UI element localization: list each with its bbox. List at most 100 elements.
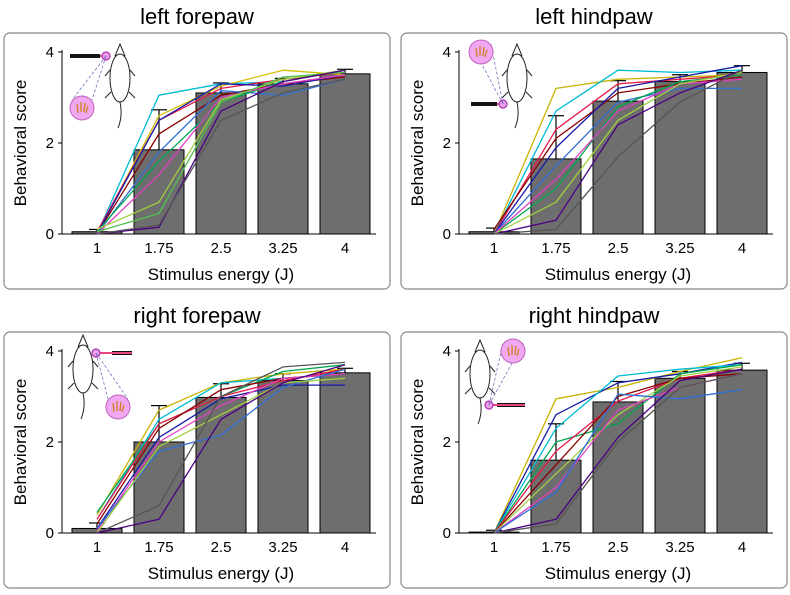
series-line	[96, 364, 346, 534]
y-tick-label: 4	[46, 44, 54, 61]
mouse-head	[474, 338, 486, 353]
x-tick-label: 1	[490, 539, 498, 556]
series-line	[493, 361, 743, 534]
mouse-body-icon	[104, 42, 136, 129]
x-axis-label: Stimulus energy (J)	[545, 265, 691, 284]
chart-panel: right hindpaw 0 2 4 1 1.75 2.5 3.25 4 Stimulus en…	[400, 303, 788, 589]
x-tick-label: 1.75	[144, 240, 173, 257]
x-tick-label: 2.5	[608, 240, 629, 257]
mouse-leg	[464, 365, 471, 373]
x-tick-label: 4	[341, 240, 349, 257]
mouse-leg	[501, 91, 509, 99]
paw-icon	[507, 345, 520, 357]
panel-title: right forepaw	[133, 303, 260, 328]
mouse-leg	[67, 360, 74, 368]
series-line	[96, 76, 346, 235]
panel-title: left forepaw	[140, 4, 254, 29]
x-tick-label: 3.25	[665, 539, 694, 556]
mouse-tail	[80, 392, 85, 420]
mouse-leg	[104, 69, 111, 77]
x-tick-label: 1.75	[144, 539, 173, 556]
series-line	[493, 364, 743, 534]
chart-panel: left forepaw 0 2 4 1 1.75 2.5 3.25 4 Stimulus ene…	[3, 4, 391, 290]
series-line	[493, 357, 743, 534]
series-line	[96, 377, 346, 534]
mouse-head	[511, 42, 523, 57]
y-axis-label: Behavioral score	[408, 80, 427, 207]
y-tick-label: 2	[443, 135, 451, 152]
mouse-schematic	[464, 338, 526, 425]
x-tick-label: 3.25	[268, 240, 297, 257]
bar	[133, 441, 185, 534]
mouse-leg	[526, 69, 533, 77]
bar	[654, 377, 706, 534]
bar	[716, 71, 768, 235]
x-tick-label: 1	[490, 240, 498, 257]
paw-zoom-icon	[500, 338, 526, 364]
y-tick-label: 4	[46, 343, 54, 360]
y-tick-label: 2	[443, 434, 451, 451]
mouse-leg	[104, 91, 112, 99]
mouse-leg	[489, 365, 496, 373]
mouse-body-icon	[501, 42, 533, 129]
mouse-leg	[91, 382, 99, 390]
series-line	[493, 76, 743, 230]
series-line	[96, 69, 346, 235]
zoom-line	[95, 352, 109, 400]
mouse-leg	[92, 360, 99, 368]
series-line	[96, 74, 346, 235]
series-line	[493, 368, 743, 534]
bar	[257, 83, 309, 235]
mouse-schematic	[468, 39, 533, 129]
bar	[716, 369, 768, 534]
series-line	[96, 361, 346, 534]
y-tick-label: 4	[443, 44, 451, 61]
x-tick-label: 4	[341, 539, 349, 556]
series-line	[493, 389, 743, 534]
chart-panel: left hindpaw 0 2 4 1 1.75 2.5 3.25 4 Stimulus ene…	[400, 4, 788, 290]
bar	[319, 372, 371, 534]
mouse-tail	[477, 397, 482, 425]
series-line	[493, 69, 743, 235]
zoom-line	[488, 342, 504, 406]
mouse-leg	[67, 382, 75, 390]
series-line	[493, 74, 743, 235]
mouse-tail	[117, 101, 122, 129]
series-line	[96, 69, 346, 235]
y-tick-label: 2	[46, 135, 54, 152]
x-tick-label: 4	[738, 240, 746, 257]
series-line	[493, 74, 743, 235]
series-line	[493, 65, 743, 235]
bar	[592, 100, 644, 235]
mouse-schematic	[67, 333, 132, 420]
x-axis-label: Stimulus energy (J)	[148, 564, 294, 583]
paw-icon	[475, 46, 488, 58]
y-tick-label: 0	[46, 525, 54, 542]
series-line	[493, 373, 743, 534]
bar	[530, 158, 582, 235]
y-axis-label: Behavioral score	[11, 80, 30, 207]
series-line	[96, 78, 346, 235]
bar	[654, 81, 706, 235]
series-line	[96, 69, 346, 230]
mouse-head	[114, 42, 126, 57]
mouse-tail	[514, 101, 519, 129]
y-tick-label: 2	[46, 434, 54, 451]
bar	[319, 73, 371, 235]
y-tick-label: 0	[443, 525, 451, 542]
x-tick-label: 3.25	[665, 240, 694, 257]
x-tick-label: 2.5	[608, 539, 629, 556]
x-tick-label: 1.75	[541, 240, 570, 257]
mouse-schematic	[69, 42, 136, 129]
mouse-leg	[129, 69, 136, 77]
mouse-leg	[128, 91, 136, 99]
zoom-line	[95, 352, 129, 400]
zoom-line	[488, 342, 524, 406]
x-tick-label: 1.75	[541, 539, 570, 556]
series-line	[96, 384, 345, 529]
y-tick-label: 0	[443, 226, 451, 243]
series-line	[493, 69, 743, 235]
series-line	[96, 78, 346, 235]
x-tick-label: 2.5	[211, 240, 232, 257]
